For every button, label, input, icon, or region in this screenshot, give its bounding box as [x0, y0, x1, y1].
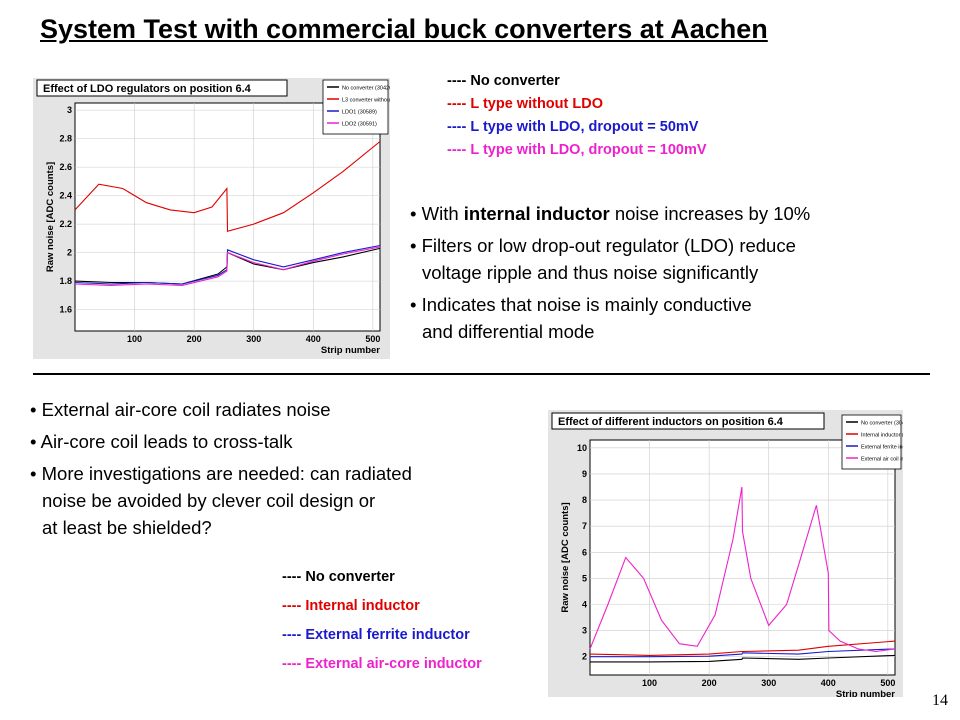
bullet-air-core-radiates: • External air-core coil radiates noise: [30, 399, 331, 420]
y-tick-label: 6: [582, 547, 587, 557]
chart-title-box: [551, 412, 825, 430]
y-tick-label: 1.8: [59, 276, 72, 286]
top-bullets: • With internal inductor noise increases…: [410, 200, 810, 350]
series-line: [74, 141, 381, 233]
legend-entry: External ferrite inductor (30587): [861, 445, 903, 451]
top-legend: ---- No converter ---- L type without LD…: [447, 70, 707, 162]
chart-title: Effect of different inductors on positio…: [558, 416, 784, 428]
y-tick-label: 8: [582, 495, 587, 505]
y-tick-label: 2: [67, 248, 72, 258]
legend-entry: No converter (30426): [861, 421, 903, 427]
legend-external-air-core: ---- External air-core inductor: [282, 656, 482, 672]
y-tick-label: 2: [582, 652, 587, 662]
y-tick-label: 2.4: [59, 191, 72, 201]
page-number: 14: [932, 692, 948, 709]
bullet-more-investigations: • More investigations are needed: can ra…: [30, 463, 412, 538]
x-tick-label: 300: [761, 678, 776, 688]
y-tick-label: 5: [582, 573, 587, 583]
bottom-legend: ---- No converter ---- Internal inductor…: [282, 563, 482, 679]
chart-title-box: [36, 79, 288, 97]
y-tick-label: 10: [577, 443, 587, 453]
series-line: [589, 640, 896, 656]
y-tick-label: 7: [582, 521, 587, 531]
bullet-conductive: • Indicates that noise is mainly conduct…: [410, 294, 752, 342]
y-tick-label: 2.6: [59, 162, 72, 172]
y-tick-label: 4: [582, 600, 587, 610]
y-axis-label: Raw noise [ADC counts]: [45, 162, 56, 272]
chart-legend-box: [322, 79, 389, 135]
inductor-noise-chart: Effect of different inductors on positio…: [548, 410, 903, 697]
legend-entry: LDO2 (30591): [342, 122, 377, 128]
x-tick-label: 200: [702, 678, 717, 688]
x-tick-label: 500: [880, 678, 895, 688]
legend-entry: L3 converter without LDO: [342, 98, 390, 104]
series-line: [589, 486, 896, 653]
y-tick-label: 1.6: [59, 305, 72, 315]
series-line: [74, 246, 381, 286]
legend-l-ldo-50mv: ---- L type with LDO, dropout = 50mV: [447, 119, 699, 135]
legend-entry: Internal inductor (L3) (30495): [861, 433, 903, 439]
chart-legend-box: [841, 414, 902, 470]
y-axis-label: Raw noise [ADC counts]: [560, 502, 571, 612]
x-tick-label: 100: [642, 678, 657, 688]
y-tick-label: 2.2: [59, 219, 72, 229]
section-divider: [33, 373, 930, 375]
legend-l-without-ldo: ---- L type without LDO: [447, 96, 603, 112]
slide-title: System Test with commercial buck convert…: [40, 14, 768, 44]
plot-frame: [589, 439, 896, 676]
bullet-internal-inductor: • With internal inductor noise increases…: [410, 203, 811, 224]
bullet-cross-talk: • Air-core coil leads to cross-talk: [30, 431, 293, 452]
legend-l-ldo-100mv: ---- L type with LDO, dropout = 100mV: [447, 142, 707, 158]
chart-title: Effect of LDO regulators on position 6.4: [43, 83, 252, 95]
x-tick-label: 400: [821, 678, 836, 688]
series-line: [590, 654, 896, 663]
legend-entry: External air coil inductor (30585): [861, 457, 903, 463]
x-axis-label: Strip number: [321, 345, 380, 356]
x-tick-label: 500: [365, 334, 380, 344]
series-line: [590, 648, 896, 658]
x-tick-label: 200: [187, 334, 202, 344]
legend-entry: LDO1 (30589): [342, 110, 377, 116]
y-tick-label: 3: [67, 105, 72, 115]
legend-no-converter-2: ---- No converter: [282, 569, 395, 585]
ldo-noise-chart: Effect of LDO regulators on position 6.4…: [33, 78, 390, 359]
legend-internal-inductor: ---- Internal inductor: [282, 598, 420, 614]
x-axis-label: Strip number: [836, 689, 895, 697]
legend-external-ferrite: ---- External ferrite inductor: [282, 627, 470, 643]
y-tick-label: 2.8: [59, 134, 72, 144]
legend-no-converter: ---- No converter: [447, 73, 560, 89]
y-tick-label: 3: [582, 626, 587, 636]
bullet-filters-ldo: • Filters or low drop-out regulator (LDO…: [410, 235, 796, 283]
bottom-bullets: • External air-core coil radiates noise …: [30, 396, 412, 546]
x-tick-label: 300: [246, 334, 261, 344]
y-tick-label: 9: [582, 469, 587, 479]
legend-entry: No converter (30426): [342, 86, 390, 92]
x-tick-label: 100: [127, 334, 142, 344]
x-tick-label: 400: [306, 334, 321, 344]
